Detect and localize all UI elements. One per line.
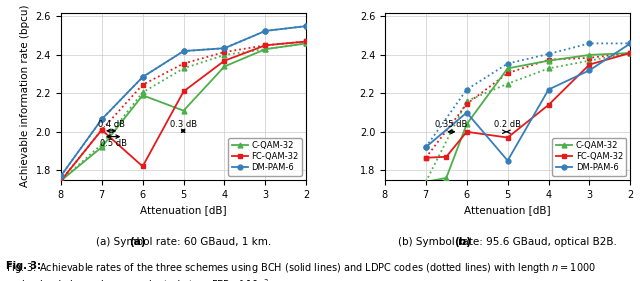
X-axis label: Attenuation [dB]: Attenuation [dB] [465,205,551,215]
Text: 0.3 dB: 0.3 dB [170,120,197,129]
Text: 0.35 dB: 0.35 dB [435,121,468,130]
Text: (a): (a) [129,237,146,248]
Y-axis label: Achievable information rate (bpcu): Achievable information rate (bpcu) [20,5,30,187]
Text: (a) Symbol rate: 60 GBaud, 1 km.: (a) Symbol rate: 60 GBaud, 1 km. [96,237,271,248]
Text: 0.4 dB: 0.4 dB [98,120,125,129]
Legend: C-QAM-32, FC-QAM-32, DM-PAM-6: C-QAM-32, FC-QAM-32, DM-PAM-6 [552,138,626,176]
Text: 0.2 dB: 0.2 dB [493,121,521,130]
Text: Fig. 3:: Fig. 3: [6,261,42,271]
Text: (b): (b) [454,237,471,248]
X-axis label: Attenuation [dB]: Attenuation [dB] [140,205,227,215]
Text: Fig. 3: Achievable rates of the three schemes using BCH (solid lines) and LDPC c: Fig. 3: Achievable rates of the three sc… [6,261,596,281]
Text: (b) Symbol rate: 95.6 GBaud, optical B2B.: (b) Symbol rate: 95.6 GBaud, optical B2B… [398,237,617,248]
Legend: C-QAM-32, FC-QAM-32, DM-PAM-6: C-QAM-32, FC-QAM-32, DM-PAM-6 [228,138,302,176]
Text: 0.5 dB: 0.5 dB [100,139,127,148]
